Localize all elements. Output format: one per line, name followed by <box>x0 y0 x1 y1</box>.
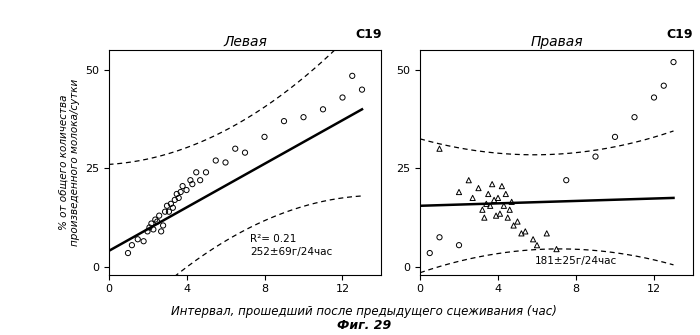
Point <box>144 225 155 230</box>
Point <box>171 191 182 197</box>
Title: Правая: Правая <box>530 35 583 49</box>
Point <box>668 59 679 65</box>
Point <box>516 231 527 236</box>
Point <box>165 201 176 206</box>
Point <box>541 231 552 236</box>
Point <box>500 191 512 197</box>
Point <box>483 191 494 197</box>
Point <box>142 229 153 234</box>
Point <box>479 215 490 220</box>
Point <box>146 221 157 226</box>
Point <box>498 203 510 208</box>
Point <box>132 237 144 242</box>
Point <box>150 217 161 222</box>
Point <box>551 247 562 252</box>
Point <box>317 107 328 112</box>
Point <box>163 209 174 214</box>
Point <box>477 207 488 212</box>
Point <box>528 237 539 242</box>
Point <box>153 213 164 218</box>
Point <box>492 195 503 201</box>
Point <box>486 182 498 187</box>
Point <box>481 201 492 206</box>
Point <box>484 203 496 208</box>
Point <box>187 182 198 187</box>
Point <box>177 184 188 189</box>
Point <box>337 95 348 100</box>
Point <box>502 215 513 220</box>
Point <box>346 73 358 78</box>
Point <box>512 219 523 224</box>
Point <box>504 207 515 212</box>
Point <box>190 170 202 175</box>
Y-axis label: % от общего количества
произведенного молока/сутки: % от общего количества произведенного мо… <box>58 79 80 246</box>
Point <box>648 95 659 100</box>
Point <box>158 223 169 228</box>
Point <box>590 154 601 159</box>
Point <box>463 178 475 183</box>
Point <box>356 87 368 92</box>
Point <box>200 170 211 175</box>
Point <box>239 150 251 155</box>
Point <box>173 195 184 201</box>
Point <box>434 146 445 151</box>
Point <box>629 115 640 120</box>
Point <box>230 146 241 151</box>
Point <box>122 250 134 256</box>
Point <box>152 219 163 224</box>
Point <box>531 243 542 248</box>
Point <box>298 115 309 120</box>
Point <box>160 209 171 214</box>
Point <box>138 239 149 244</box>
Text: C19: C19 <box>355 28 382 41</box>
Text: Фиг. 29: Фиг. 29 <box>337 319 391 332</box>
Point <box>259 134 270 140</box>
Point <box>210 158 221 163</box>
Point <box>454 189 465 195</box>
Point <box>169 197 181 203</box>
Point <box>561 178 572 183</box>
Point <box>496 184 507 189</box>
Point <box>473 185 484 191</box>
Title: Левая: Левая <box>223 35 267 49</box>
Point <box>454 243 465 248</box>
Point <box>195 178 206 183</box>
Point <box>506 199 517 205</box>
Point <box>167 205 178 210</box>
Point <box>162 203 173 208</box>
Point <box>220 160 231 165</box>
Text: R²= 0.21
252±69г/24час: R²= 0.21 252±69г/24час <box>251 233 332 257</box>
Text: 181±25г/24час: 181±25г/24час <box>535 256 617 266</box>
Point <box>434 234 445 240</box>
Point <box>155 229 167 234</box>
Point <box>489 197 500 203</box>
Point <box>494 211 505 216</box>
Point <box>185 178 196 183</box>
Point <box>424 250 435 256</box>
Point <box>519 229 531 234</box>
Point <box>658 83 669 88</box>
Text: C19: C19 <box>666 28 693 41</box>
Point <box>126 243 137 248</box>
Point <box>610 134 621 140</box>
Point <box>279 119 290 124</box>
Point <box>175 189 186 195</box>
Point <box>467 195 478 201</box>
Text: Интервал, прошедший после предыдущего сцеживания (час): Интервал, прошедший после предыдущего сц… <box>171 305 557 318</box>
Point <box>148 227 159 232</box>
Point <box>181 187 192 193</box>
Point <box>508 223 519 228</box>
Point <box>491 213 502 218</box>
